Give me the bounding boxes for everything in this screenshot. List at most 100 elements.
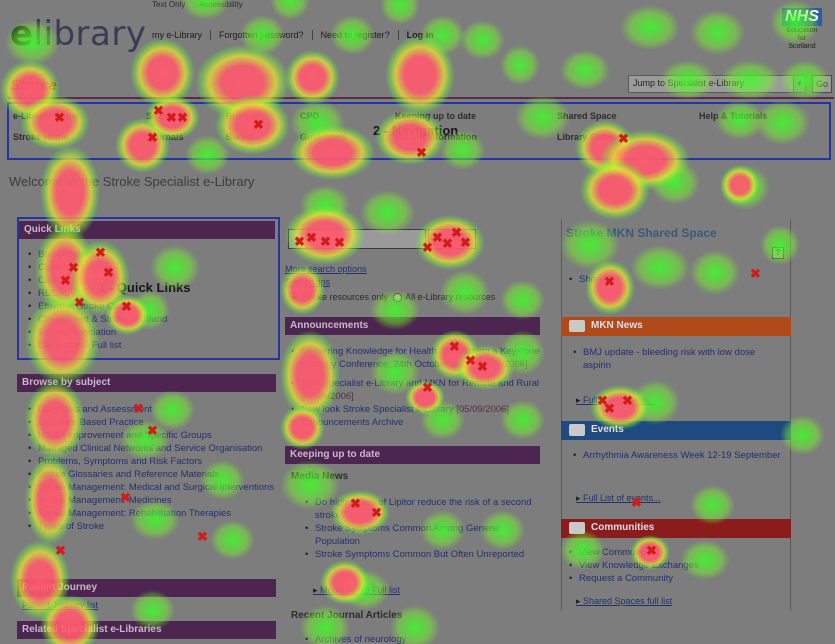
nav-cpd[interactable]: CPD xyxy=(300,111,320,121)
nav-library-services[interactable]: Library Services xyxy=(557,132,628,142)
media-news-full-list-link[interactable]: Media News Full list xyxy=(313,585,400,596)
nav-books[interactable]: Books xyxy=(226,132,254,142)
heat-blob xyxy=(460,20,505,60)
list-item[interactable]: Delivering Knowledge for Health: Develop… xyxy=(288,345,540,371)
utility-links: Text Only Accessibility xyxy=(152,0,255,9)
list-item[interactable]: Bad Database xyxy=(25,248,275,261)
search-tips-link[interactable]: Search tips xyxy=(285,277,331,287)
accessibility-link[interactable]: Accessibility xyxy=(199,0,243,9)
list-item[interactable]: Stroke Glossaries and Reference Material… xyxy=(25,468,280,481)
nhs-subtitle: Education for Scotland xyxy=(786,27,818,50)
list-item[interactable]: New Specialist e-Library and MKN for Rem… xyxy=(288,377,540,403)
list-item[interactable]: Stroke Management: Medical and Surgical … xyxy=(25,481,280,494)
go-button[interactable]: Go xyxy=(812,75,832,93)
browse-heading: Browse by subject xyxy=(17,374,276,392)
communities-list: View Communities View Knowledge Exchange… xyxy=(566,546,786,585)
nav-keeping-up-to-date[interactable]: Keeping up to date xyxy=(395,111,476,121)
my-elibrary-link[interactable]: my e-Library xyxy=(152,30,212,40)
list-item[interactable]: View Communities xyxy=(566,546,786,559)
heat-blob xyxy=(580,160,650,220)
heat-blob xyxy=(585,260,635,315)
heat-blob xyxy=(650,160,700,205)
list-item[interactable]: BMJ update - bleeding risk with low dose… xyxy=(570,346,785,372)
list-item[interactable]: Announcements Archive xyxy=(288,416,540,429)
list-item[interactable]: Arrhythmia Awareness Week 12-19 Septembe… xyxy=(570,449,785,462)
search-input[interactable] xyxy=(288,229,426,249)
patient-journey-link[interactable]: Patient Journey list xyxy=(22,600,99,610)
nav-help-tutorials[interactable]: Help & Tutorials xyxy=(699,111,768,121)
heat-blob xyxy=(500,280,545,320)
scope-stroke-radio[interactable] xyxy=(289,293,298,303)
recent-articles-list: Archives of neurology xyxy=(302,633,538,644)
people-icon xyxy=(569,522,585,534)
chevron-down-icon[interactable]: ▾ xyxy=(793,75,806,93)
heat-blob xyxy=(560,50,610,90)
nav-journals[interactable]: Journals xyxy=(146,132,184,142)
list-item[interactable]: Health Improvement and Specific Groups xyxy=(25,429,280,442)
fixation-marker: ✖ xyxy=(55,543,66,558)
mkn-news-heading: MKN News xyxy=(561,317,791,336)
list-item[interactable]: Chest Heart & Stroke Scotland xyxy=(25,313,275,326)
heat-blob xyxy=(760,225,800,265)
media-news-list: Do high doses of Lipitor reduce the risk… xyxy=(302,496,538,561)
elibrary-logo[interactable]: elibrary xyxy=(10,14,147,54)
list-item[interactable]: Evidence Based Practice xyxy=(25,416,280,429)
jump-select[interactable]: Jump to Specialist e-Library xyxy=(628,75,806,93)
media-news-heading: Media News xyxy=(291,471,349,482)
list-item[interactable]: Archives of neurology xyxy=(302,633,538,644)
nhs-logo: NHS xyxy=(782,8,822,26)
nav-guidelines[interactable]: Guidelines xyxy=(300,132,347,142)
list-item[interactable]: Do high doses of Lipitor reduce the risk… xyxy=(302,496,538,522)
list-item[interactable]: Databases - Full list xyxy=(25,339,275,352)
heat-blob xyxy=(300,185,350,225)
nav-search[interactable]: Search xyxy=(146,111,177,121)
announcements-heading: Announcements xyxy=(285,317,540,335)
account-links: my e-Library Forgotten password? Need to… xyxy=(152,30,442,40)
search-button[interactable]: Search xyxy=(428,229,476,249)
navigation-annotation-label: 2 - Navigation xyxy=(373,123,459,138)
list-item[interactable]: Managed Clinical Networks and Service Or… xyxy=(25,442,280,455)
recent-articles-heading: Recent Journal Articles xyxy=(291,610,403,621)
shared-space-title: Stroke MKN Shared Space xyxy=(566,226,717,240)
shared-space-list: Shop xyxy=(566,273,766,286)
patient-journey-heading: Patient Journey xyxy=(17,579,276,597)
nav-stroke-home[interactable]: Stroke Home xyxy=(13,132,69,142)
communities-heading: Communities xyxy=(561,519,791,538)
help-icon[interactable]: ? xyxy=(772,247,784,259)
nav-shared-space[interactable]: Shared Space xyxy=(557,111,617,121)
text-only-link[interactable]: Text Only xyxy=(152,0,186,9)
list-item[interactable]: Diagnosis and Assessment xyxy=(25,403,280,416)
nav-elibrary-home[interactable]: e-Library Home xyxy=(13,111,80,121)
list-item[interactable]: Stroke Association xyxy=(25,326,275,339)
related-libraries-heading: Related Specialist e-Libraries xyxy=(17,621,276,639)
login-link[interactable]: Log in xyxy=(406,30,434,40)
news-icon xyxy=(569,320,585,332)
list-item[interactable]: Effective Stroke Care xyxy=(25,300,275,313)
keeping-up-heading: Keeping up to date xyxy=(285,446,540,464)
more-search-options-link[interactable]: More search options xyxy=(285,264,367,274)
list-item[interactable]: New look Stroke Specialist e-Library [05… xyxy=(288,403,540,416)
forgotten-password-link[interactable]: Forgotten password? xyxy=(211,30,313,40)
heat-blob xyxy=(720,165,760,205)
list-item[interactable]: Shop xyxy=(566,273,766,286)
shared-space-border xyxy=(790,219,791,611)
list-item[interactable]: Stroke Symptoms Common Among General Pop… xyxy=(302,522,538,548)
register-link[interactable]: Need to register? xyxy=(313,30,399,40)
list-item[interactable]: Stroke Symptoms Common But Often Unrepor… xyxy=(302,548,538,561)
list-item[interactable]: Request a Community xyxy=(566,572,786,585)
shared-spaces-full-list-link[interactable]: Shared Spaces full list xyxy=(576,596,672,607)
title-divider xyxy=(8,97,834,99)
list-item[interactable]: Stroke Management: Medicines xyxy=(25,494,280,507)
list-item[interactable]: Stroke Management: Rehabilitation Therap… xyxy=(25,507,280,520)
list-item[interactable]: Problems, Symptoms and Risk Factors xyxy=(25,455,280,468)
calendar-icon xyxy=(569,424,585,436)
nav-browse[interactable]: Browse xyxy=(226,111,259,121)
welcome-heading: Welcome to the Stroke Specialist e-Libra… xyxy=(9,174,255,189)
list-item[interactable]: Types of Stroke xyxy=(25,520,280,533)
list-item[interactable]: Cochrane Library xyxy=(25,261,275,274)
news-full-list-link[interactable]: Full List of news... xyxy=(576,395,655,406)
events-full-list-link[interactable]: Full List of events... xyxy=(576,493,661,504)
quick-links-annotation-box xyxy=(17,217,280,360)
list-item[interactable]: View Knowledge Exchanges xyxy=(566,559,786,572)
scope-all-radio[interactable] xyxy=(393,293,403,303)
